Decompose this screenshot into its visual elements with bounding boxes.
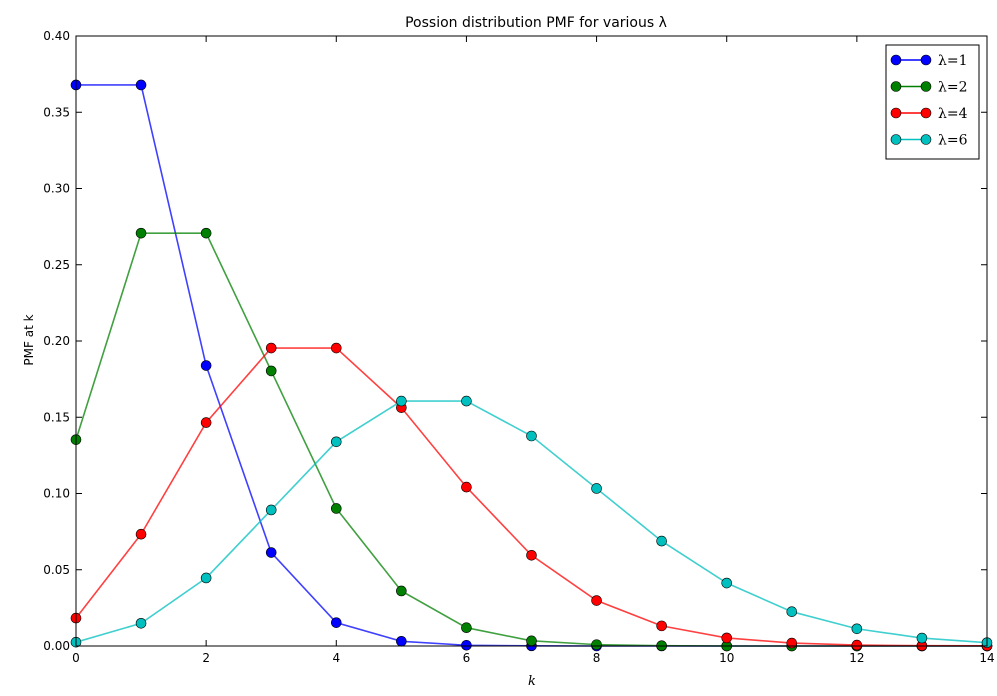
- x-axis-label: k: [528, 674, 536, 689]
- data-point-series-1: [330, 617, 342, 628]
- legend-label-2: λ=2: [938, 80, 968, 96]
- legend-marker-1: [890, 54, 902, 66]
- data-point-series-3: [330, 342, 342, 354]
- data-point-series-4: [461, 395, 472, 407]
- x-tick-label: 2: [202, 651, 210, 665]
- data-point-series-4: [396, 395, 407, 407]
- data-point-series-4: [916, 632, 928, 644]
- y-tick-label: 0.20: [43, 334, 70, 348]
- x-tick-label: 10: [719, 651, 734, 665]
- y-tick-label: 0.10: [43, 487, 70, 501]
- data-point-series-2: [330, 503, 342, 514]
- data-point-series-4: [330, 436, 342, 448]
- y-tick-label: 0.30: [43, 182, 70, 196]
- data-point-series-3: [591, 595, 602, 606]
- data-point-series-4: [265, 504, 277, 516]
- data-point-series-2: [396, 585, 407, 597]
- data-point-series-2: [200, 227, 212, 239]
- plot-frame: [75, 35, 988, 647]
- legend-label-1: λ=1: [938, 53, 968, 69]
- data-point-series-3: [265, 342, 277, 354]
- y-tick-label: 0.15: [43, 410, 70, 424]
- data-point-series-4: [135, 617, 147, 629]
- data-point-series-4: [721, 577, 733, 589]
- data-point-series-1: [396, 635, 407, 647]
- x-tick-label: 6: [463, 651, 471, 665]
- data-point-series-4: [851, 623, 863, 635]
- data-point-series-1: [135, 79, 147, 91]
- data-point-series-1: [265, 547, 277, 558]
- chart-title: Possion distribution PMF for various λ: [405, 15, 667, 31]
- data-point-series-4: [591, 483, 602, 494]
- y-tick-label: 0.05: [43, 563, 70, 577]
- data-point-series-2: [265, 365, 277, 377]
- x-tick-label: 14: [979, 651, 994, 665]
- plot-layer: 0.00 0.05 0.10 0.15 0.20 0.25 0.30 0.35 0.40 0 2 4 6…: [43, 29, 994, 665]
- data-point-series-3: [786, 637, 798, 649]
- legend-label-3: λ=4: [938, 106, 968, 122]
- legend-marker-4: [890, 134, 902, 145]
- data-point-series-3: [200, 417, 212, 428]
- legend-marker-2: [920, 81, 932, 92]
- x-tick-label: 8: [593, 651, 601, 665]
- data-point-series-1: [200, 360, 212, 371]
- x-tick-label: 12: [849, 651, 864, 665]
- legend-marker-3: [920, 107, 932, 119]
- data-point-series-4: [656, 535, 667, 547]
- y-tick-label: 0.35: [43, 105, 70, 119]
- data-point-series-3: [851, 639, 863, 651]
- y-tick-label: 0.40: [43, 29, 70, 43]
- data-point-series-2: [591, 639, 602, 650]
- legend-label-4: λ=6: [938, 133, 968, 149]
- data-point-series-3: [721, 632, 733, 644]
- data-point-series-2: [135, 227, 147, 239]
- data-point-series-4: [786, 606, 798, 617]
- data-point-series-3: [461, 481, 472, 493]
- x-tick-label: 0: [72, 651, 80, 665]
- data-point-series-2: [526, 635, 537, 647]
- y-tick-label: 0.00: [43, 639, 70, 653]
- data-point-series-3: [135, 528, 147, 540]
- data-point-series-2: [461, 622, 472, 634]
- legend-marker-4: [920, 134, 932, 145]
- data-point-series-3: [526, 549, 537, 561]
- legend-marker-2: [890, 81, 902, 92]
- data-point-series-4: [200, 572, 212, 584]
- x-tick-label: 4: [332, 651, 340, 665]
- data-point-series-3: [656, 620, 667, 632]
- legend: λ=1 λ=2 λ=4 λ=6: [885, 44, 980, 160]
- data-point-series-4: [526, 430, 537, 442]
- y-tick-label: 0.25: [43, 258, 70, 272]
- legend-marker-1: [920, 54, 932, 66]
- data-point-series-1: [461, 639, 472, 651]
- y-axis-label: PMF at k: [22, 314, 36, 365]
- legend-marker-3: [890, 107, 902, 119]
